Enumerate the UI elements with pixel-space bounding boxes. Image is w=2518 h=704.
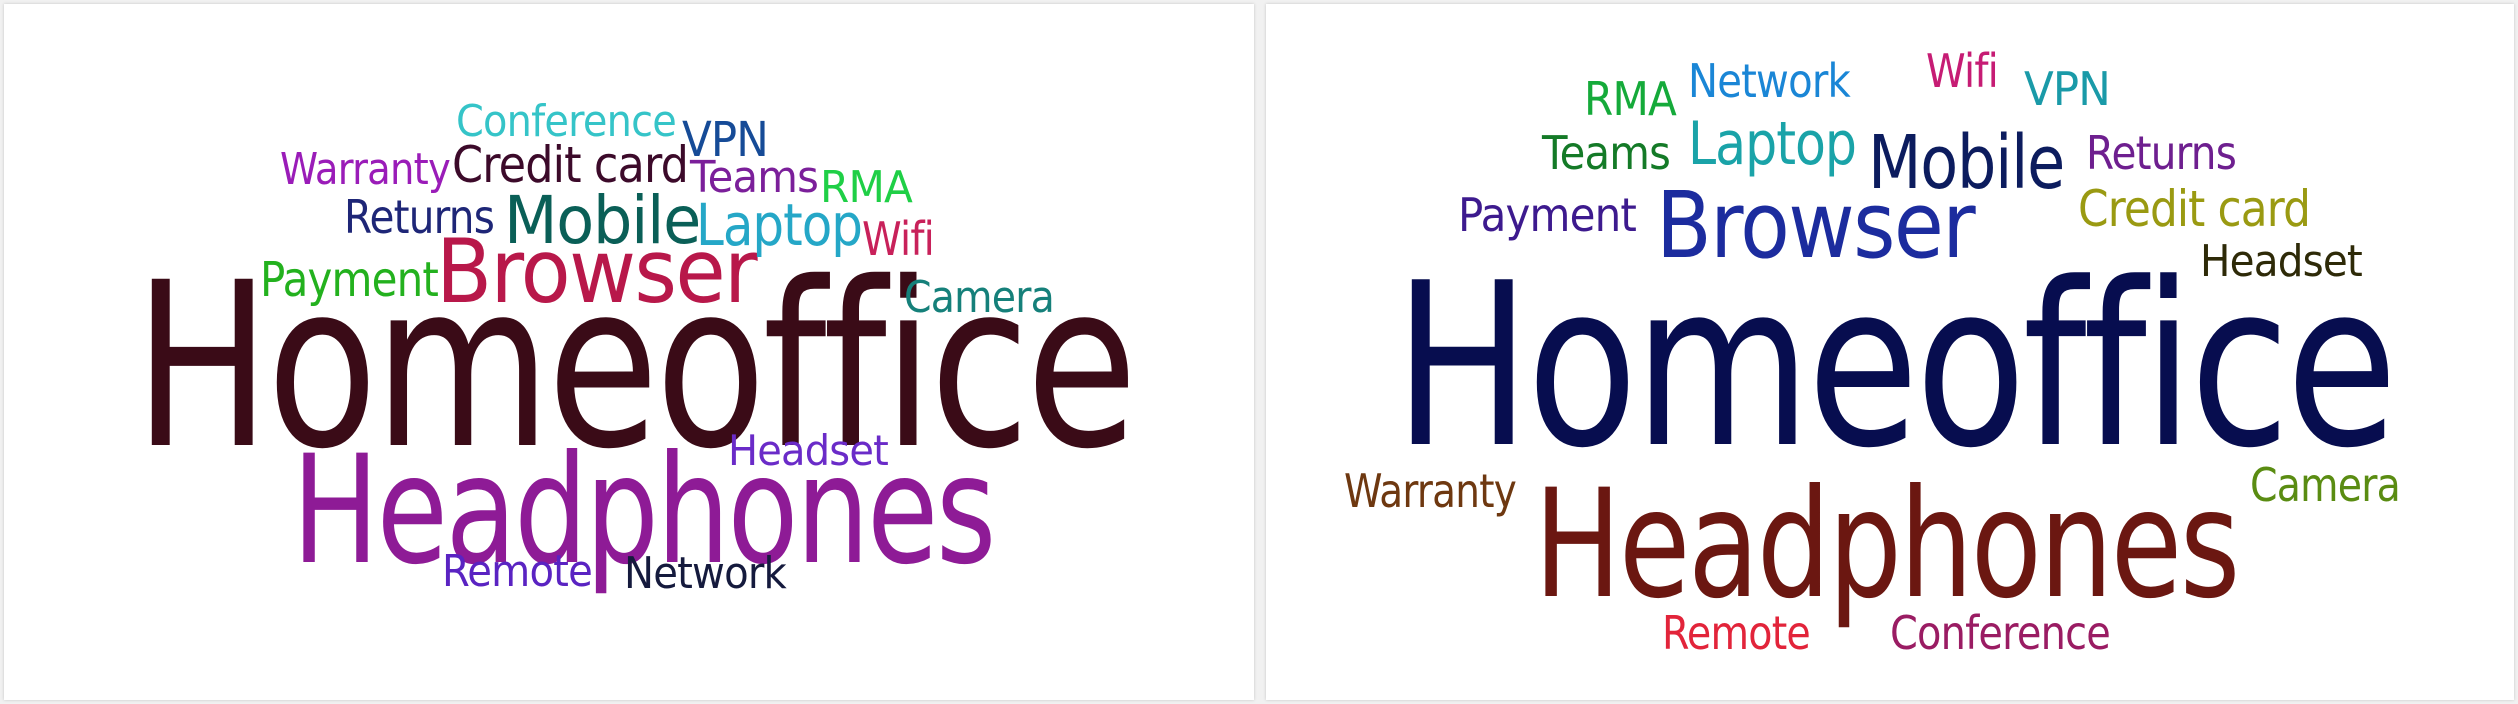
word-conference: Conference <box>456 96 677 147</box>
word-browser: Browser <box>436 220 758 323</box>
word-warranty: Warranty <box>280 144 451 195</box>
word-teams: Teams <box>1542 126 1671 180</box>
word-mobile: Mobile <box>1868 120 2065 206</box>
word-returns: Returns <box>2086 126 2237 180</box>
word-homeoffice: Homeoffice <box>1394 235 2398 498</box>
word-browser: Browser <box>1656 172 1976 279</box>
word-headset: Headset <box>728 426 889 475</box>
word-mobile: Mobile <box>504 182 701 259</box>
word-payment: Payment <box>260 252 439 308</box>
word-returns: Returns <box>344 190 495 244</box>
word-network: Network <box>1688 54 1851 108</box>
word-headset: Headset <box>2200 236 2363 287</box>
word-warranty: Warranty <box>1344 464 1517 518</box>
word-rma: RMA <box>1584 72 1677 126</box>
word-laptop: Laptop <box>696 191 863 259</box>
word-camera: Camera <box>904 272 1055 323</box>
word-credit-card: Credit card <box>2078 180 2311 238</box>
word-headphones: Headphones <box>1534 458 2240 632</box>
word-network: Network <box>624 548 787 599</box>
word-headphones: Headphones <box>292 424 996 598</box>
word-homeoffice: Homeoffice <box>134 233 1138 499</box>
word-vpn: VPN <box>2024 62 2111 116</box>
word-remote: Remote <box>1662 606 1811 660</box>
word-payment: Payment <box>1458 188 1637 242</box>
word-cloud-left: Homeoffice Headphones Browser Mobile Lap… <box>4 4 1254 700</box>
word-vpn: VPN <box>682 112 769 168</box>
word-camera: Camera <box>2250 458 2401 512</box>
word-conference: Conference <box>1890 606 2111 660</box>
word-remote: Remote <box>442 546 593 597</box>
word-wifi: Wifi <box>1926 44 1999 98</box>
word-wifi: Wifi <box>862 212 935 266</box>
word-credit-card: Credit card <box>452 136 689 194</box>
word-cloud-right: Homeoffice Headphones Browser Mobile Lap… <box>1266 4 2514 700</box>
word-teams: Teams <box>690 152 819 203</box>
word-rma: RMA <box>820 162 913 213</box>
word-laptop: Laptop <box>1688 109 1857 179</box>
